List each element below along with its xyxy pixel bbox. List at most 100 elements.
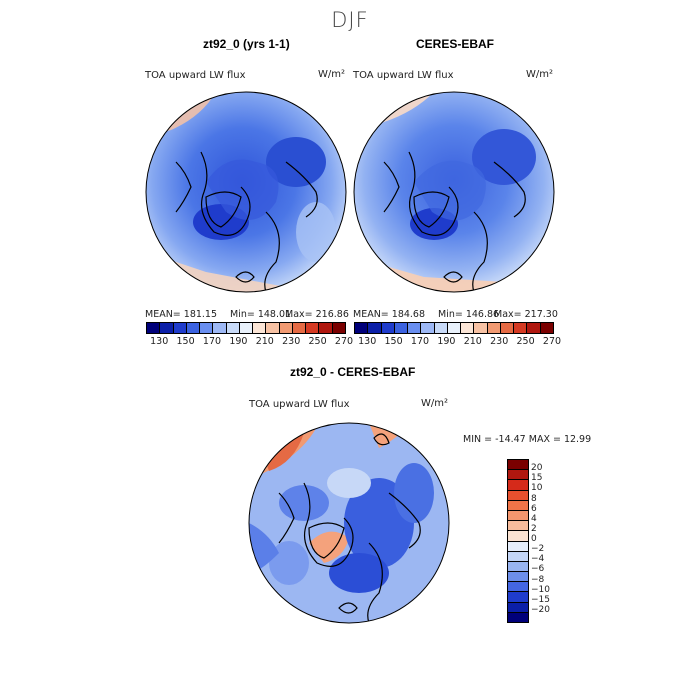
panel1-colorbar-tick-label: 130 (150, 336, 169, 347)
panel1-colorbar (146, 322, 346, 334)
panel1-colorbar-tick-label: 210 (255, 336, 274, 347)
panel2-colorbar-swatch (394, 323, 409, 333)
panel3-colorbar-tick-label: 10 (531, 483, 543, 494)
panel2-colorbar-swatch (368, 323, 382, 333)
panel3-colorbar-swatch (508, 460, 528, 471)
panel3-colorbar-tick-label: −4 (531, 554, 545, 565)
panel2-colorbar-tick-label: 190 (437, 336, 456, 347)
panel2-colorbar-swatch (514, 323, 528, 333)
panel2-colorbar-tick-label: 230 (490, 336, 509, 347)
panel2-polar-map (353, 91, 555, 293)
panel3-colorbar-swatch (508, 521, 528, 532)
panel3-units: W/m² (421, 398, 449, 409)
panel3-polar-map (248, 422, 450, 624)
panel1-colorbar-swatch (332, 323, 345, 333)
panel1-units: W/m² (318, 69, 346, 80)
panel1-colorbar-swatch (253, 323, 267, 333)
panel2-colorbar-swatch (474, 323, 488, 333)
panel2-colorbar-tick-label: 210 (463, 336, 482, 347)
panel3-colorbar-tick-label: −2 (531, 544, 545, 555)
panel3-colorbar-swatch (508, 541, 528, 552)
panel3-colorbar-tick-label: −20 (531, 604, 550, 615)
panel3-colorbar-swatch (508, 582, 528, 593)
panel3-colorbar-swatch (508, 490, 528, 501)
panel3-minmax: MIN = -14.47 MAX = 12.99 (463, 434, 592, 445)
panel2-colorbar-swatch (527, 323, 541, 333)
panel1-colorbar-tick-label: 190 (229, 336, 248, 347)
panel1-max: Max= 216.86 (285, 309, 349, 320)
panel1-mean: MEAN= 181.15 (145, 309, 218, 320)
panel2-colorbar-tick-label: 130 (358, 336, 377, 347)
panel1-colorbar-tick-label: 230 (282, 336, 301, 347)
panel2-variable: TOA upward LW flux (353, 70, 454, 81)
panel1-colorbar-swatch (213, 323, 227, 333)
panel3-colorbar-swatch (508, 592, 528, 603)
panel1-colorbar-swatch (186, 323, 201, 333)
panel2-colorbar-swatch (447, 323, 462, 333)
panel3-colorbar-swatch (508, 612, 528, 622)
panel3-colorbar-tick-label: 20 (531, 463, 543, 474)
panel1-colorbar-swatch (306, 323, 320, 333)
panel3-colorbar-tick-label: 4 (531, 513, 537, 524)
panel2-colorbar-swatch (540, 323, 553, 333)
panel3-colorbar-swatch (508, 561, 528, 573)
panel2-colorbar-tick-label: 270 (542, 336, 562, 347)
panel2-colorbar-swatch (500, 323, 515, 333)
panel3-colorbar-swatch (508, 531, 528, 542)
panel3-colorbar-swatch (508, 551, 528, 562)
panel2-colorbar-swatch (487, 323, 501, 333)
panel3-colorbar-tick-label: −8 (531, 574, 545, 585)
panel2-max: Max= 217.30 (494, 309, 558, 320)
panel3-colorbar-swatch (508, 480, 528, 491)
panel1-title: zt92_0 (yrs 1-1) (203, 37, 290, 51)
panel1-polar-map (145, 91, 347, 293)
panel2-colorbar-swatch (355, 323, 369, 333)
panel2-title: CERES-EBAF (416, 37, 495, 51)
panel3-colorbar-tick-label: 15 (531, 473, 543, 484)
panel1-colorbar-swatch (173, 323, 187, 333)
panel2-colorbar-swatch (461, 323, 475, 333)
panel1-colorbar-swatch (239, 323, 254, 333)
panel2-colorbar-swatch (421, 323, 435, 333)
panel3-colorbar-tick-label: −6 (531, 564, 545, 575)
panel2-colorbar-swatch (408, 323, 422, 333)
panel3-colorbar-swatch (508, 470, 528, 481)
panel1-colorbar-tick-label: 250 (308, 336, 327, 347)
panel3-colorbar-tick-label: −10 (531, 584, 550, 595)
panel1-colorbar-swatch (200, 323, 214, 333)
panel1-colorbar-tick-label: 170 (202, 336, 222, 347)
panel2-colorbar-swatch (381, 323, 395, 333)
panel2-colorbar (354, 322, 554, 334)
panel3-colorbar-swatch (508, 510, 528, 522)
panel3-variable: TOA upward LW flux (249, 399, 350, 410)
panel1-colorbar-swatch (319, 323, 333, 333)
panel3-colorbar-tick-label: 8 (531, 493, 537, 504)
panel3-colorbar-swatch (508, 602, 528, 613)
panel1-variable: TOA upward LW flux (145, 70, 246, 81)
panel1-colorbar-tick-label: 150 (176, 336, 195, 347)
panel1-colorbar-swatch (266, 323, 280, 333)
panel1-colorbar-swatch (160, 323, 174, 333)
panel1-colorbar-swatch (226, 323, 240, 333)
panel3-colorbar-tick-label: 0 (531, 534, 537, 544)
panel2-units: W/m² (526, 69, 554, 80)
panel3-title: zt92_0 - CERES-EBAF (290, 365, 416, 379)
panel1-colorbar-swatch (279, 323, 293, 333)
panel1-colorbar-swatch (292, 323, 307, 333)
page-title: DJF (331, 8, 369, 32)
panel3-colorbar-swatch (508, 572, 528, 583)
panel2-colorbar-tick-label: 150 (384, 336, 403, 347)
panel3-colorbar (507, 459, 529, 623)
panel3-colorbar-tick-label: −15 (531, 594, 550, 605)
panel3-colorbar-tick-label: 2 (531, 523, 537, 534)
panel1-colorbar-swatch (147, 323, 161, 333)
panel3-colorbar-swatch (508, 500, 528, 511)
panel2-colorbar-tick-label: 170 (410, 336, 430, 347)
panel2-min: Min= 146.86 (438, 309, 500, 320)
panel2-colorbar-swatch (434, 323, 448, 333)
panel1-colorbar-tick-label: 270 (334, 336, 354, 347)
panel3-colorbar-tick-label: 6 (531, 503, 537, 514)
panel1-min: Min= 148.01 (230, 309, 292, 320)
panel2-mean: MEAN= 184.68 (353, 309, 426, 320)
panel2-colorbar-tick-label: 250 (516, 336, 535, 347)
